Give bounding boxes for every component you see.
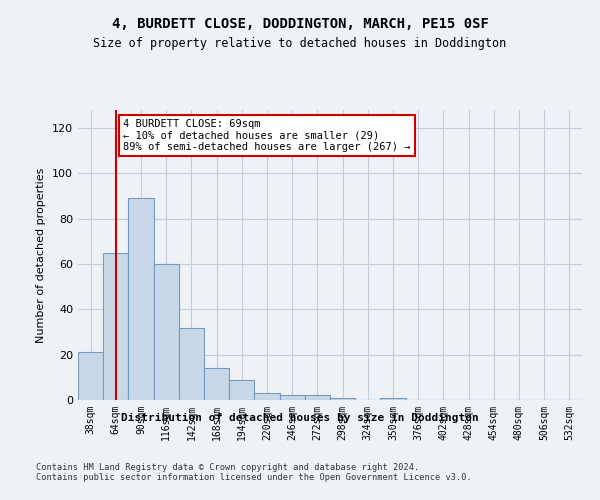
Y-axis label: Number of detached properties: Number of detached properties — [37, 168, 46, 342]
Text: 4, BURDETT CLOSE, DODDINGTON, MARCH, PE15 0SF: 4, BURDETT CLOSE, DODDINGTON, MARCH, PE1… — [112, 18, 488, 32]
Bar — [128, 198, 154, 400]
Bar — [78, 352, 103, 400]
Bar — [179, 328, 204, 400]
Text: Size of property relative to detached houses in Doddington: Size of property relative to detached ho… — [94, 38, 506, 51]
Bar — [280, 396, 305, 400]
Bar — [154, 264, 179, 400]
Bar — [204, 368, 229, 400]
Text: 4 BURDETT CLOSE: 69sqm
← 10% of detached houses are smaller (29)
89% of semi-det: 4 BURDETT CLOSE: 69sqm ← 10% of detached… — [124, 119, 411, 152]
Text: Distribution of detached houses by size in Doddington: Distribution of detached houses by size … — [121, 412, 479, 422]
Bar — [254, 393, 280, 400]
Bar — [229, 380, 254, 400]
Text: Contains HM Land Registry data © Crown copyright and database right 2024.
Contai: Contains HM Land Registry data © Crown c… — [36, 462, 472, 482]
Bar — [103, 252, 128, 400]
Bar — [330, 398, 355, 400]
Bar — [380, 398, 406, 400]
Bar — [305, 396, 330, 400]
